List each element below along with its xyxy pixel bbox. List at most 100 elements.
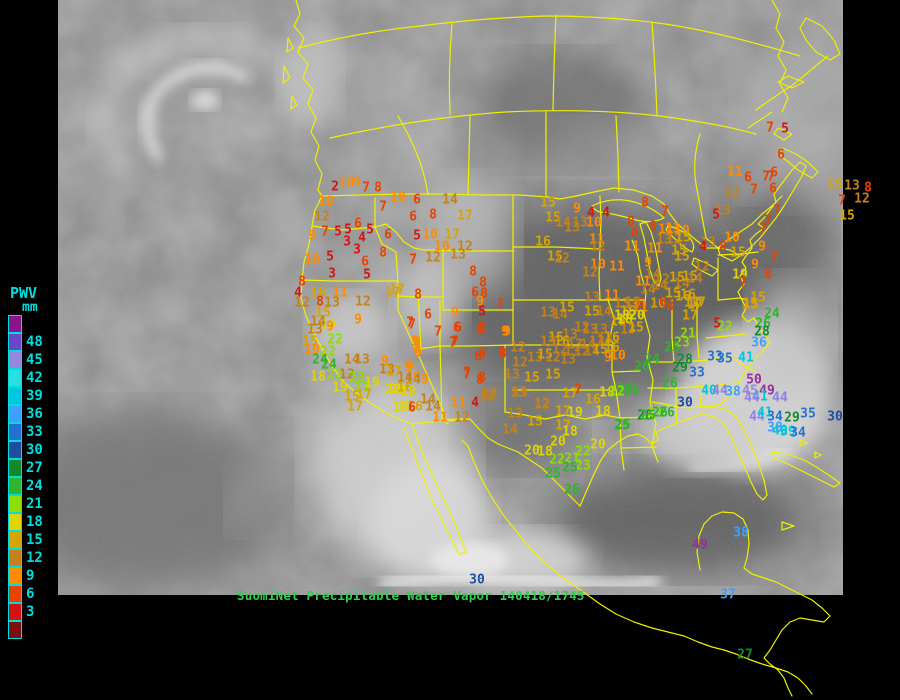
station-value: 10: [304, 342, 320, 358]
station-value: 13: [540, 305, 556, 321]
station-value: 11: [609, 259, 625, 275]
station-value: 45: [742, 383, 758, 399]
station-value: 20: [385, 382, 401, 398]
station-value: 15: [665, 286, 681, 302]
station-value: 15: [547, 249, 563, 265]
station-value: 14: [555, 215, 571, 231]
station-value: 6: [409, 209, 417, 225]
station-value: 9: [476, 294, 484, 310]
station-value: 8: [429, 207, 437, 223]
station-value: 14: [552, 307, 568, 323]
station-value: 26: [564, 482, 580, 498]
station-value: 7: [739, 275, 747, 291]
station-value: 22: [320, 344, 336, 360]
station-value: 16: [554, 334, 570, 350]
station-value: 18: [599, 385, 615, 401]
station-value: 34: [790, 425, 806, 441]
station-value: 18: [595, 404, 611, 420]
station-value: 15: [730, 245, 746, 261]
legend-swatch: [8, 602, 22, 621]
station-value: 6: [384, 227, 392, 243]
station-value: 12: [479, 389, 495, 405]
station-value: 24: [321, 357, 337, 373]
station-value: 4: [602, 205, 610, 221]
legend-swatch: [8, 404, 22, 423]
station-value: 10: [390, 190, 406, 206]
station-value: 8: [469, 264, 477, 280]
station-value: 19: [364, 375, 380, 391]
station-value: 13: [589, 334, 605, 350]
station-value: 13: [307, 322, 323, 338]
station-value: 8: [298, 274, 306, 290]
station-value: 19: [567, 405, 583, 421]
station-value: 41: [738, 350, 754, 366]
legend-swatch: [8, 386, 22, 405]
station-value: 14: [502, 422, 518, 438]
legend-label: 9: [26, 568, 35, 584]
station-value: 14: [674, 276, 690, 292]
legend-units: mm: [22, 300, 38, 315]
station-value: 20: [629, 308, 645, 324]
legend-entry: 21: [8, 494, 43, 513]
station-value: 22: [609, 384, 625, 400]
legend-swatch: [8, 512, 22, 531]
station-value: 11: [432, 410, 448, 426]
station-value: 6: [408, 400, 416, 416]
station-value: 13: [512, 385, 528, 401]
station-value: 4: [294, 285, 302, 301]
station-value: 12: [454, 410, 470, 426]
station-value: 7: [409, 252, 417, 268]
station-value: 10: [434, 239, 450, 255]
station-value: 8: [499, 346, 507, 362]
legend-label: 39: [26, 388, 43, 404]
station-value: 44: [749, 409, 765, 425]
station-value: 16: [650, 296, 666, 312]
station-value: 3: [343, 234, 351, 250]
station-value: 9: [644, 255, 652, 271]
station-value: 30: [827, 409, 843, 425]
station-value: 23: [674, 335, 690, 351]
station-value: 12: [545, 350, 561, 366]
station-value: 13: [620, 322, 636, 338]
station-value: 13: [354, 352, 370, 368]
station-value: 33: [707, 349, 723, 365]
legend-label: 18: [26, 514, 43, 530]
station-value: 13: [584, 290, 600, 306]
station-value: 14: [420, 392, 436, 408]
station-value: 9: [406, 359, 414, 375]
station-value: 12: [482, 387, 498, 403]
station-value: 15: [671, 243, 687, 259]
legend-swatch: [8, 314, 22, 333]
station-value: 9: [414, 345, 422, 361]
legend-entry: [8, 620, 43, 639]
station-value: 13: [614, 296, 630, 312]
station-value: 7: [451, 334, 459, 350]
station-value: 26: [755, 316, 771, 332]
station-value: 4: [699, 239, 707, 255]
station-value: 12: [694, 259, 710, 275]
station-value: 7: [750, 182, 758, 198]
station-value: 25: [562, 460, 578, 476]
station-value: 5: [366, 222, 374, 238]
station-value: 26: [617, 381, 633, 397]
station-value: 2: [331, 179, 339, 195]
legend-entry: 48: [8, 332, 43, 351]
legend-swatch: [8, 422, 22, 441]
legend-label: 24: [26, 478, 43, 494]
station-value: 7: [762, 169, 770, 185]
station-value: 16: [620, 304, 636, 320]
station-value: 8: [649, 219, 657, 235]
legend-entry: 6: [8, 584, 43, 603]
station-value: 25: [640, 408, 656, 424]
station-value: 3: [353, 242, 361, 258]
station-value: 5: [413, 228, 421, 244]
station-value: 14: [405, 372, 421, 388]
station-value: 22: [575, 444, 591, 460]
station-value: 10: [304, 252, 320, 268]
station-value: 16: [680, 287, 696, 303]
station-value: 21: [354, 380, 370, 396]
station-value: 12: [534, 397, 550, 413]
station-value: 26: [624, 383, 640, 399]
station-value: 17: [347, 399, 363, 415]
station-value: 15: [675, 230, 691, 246]
